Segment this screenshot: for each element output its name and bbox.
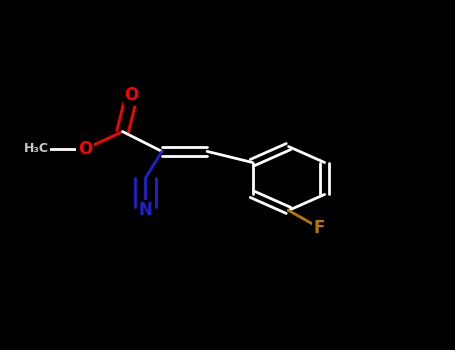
Text: N: N (138, 201, 152, 219)
Text: H₃C: H₃C (24, 142, 49, 155)
Text: O: O (78, 140, 92, 158)
Text: F: F (313, 219, 325, 237)
Text: O: O (125, 86, 139, 104)
